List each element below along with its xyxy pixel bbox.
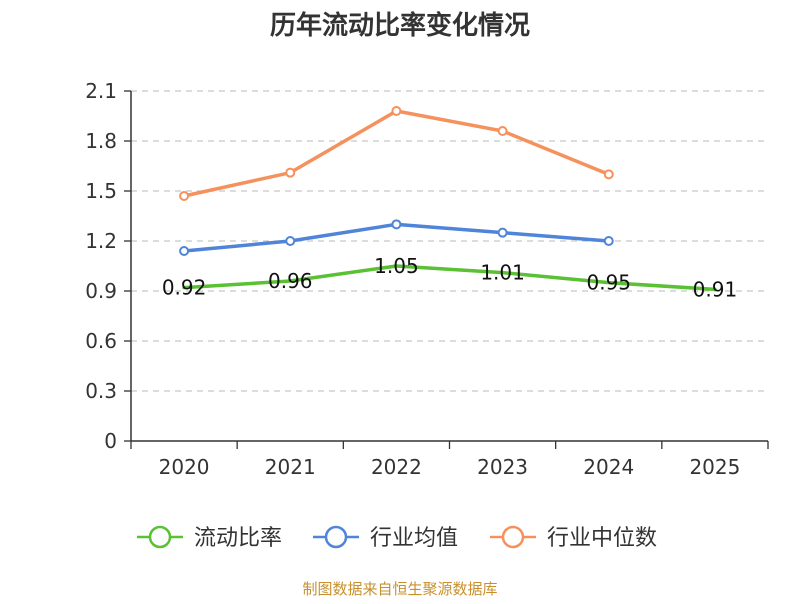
data-source-note: 制图数据来自恒生聚源数据库 [302, 580, 497, 598]
data-label: 1.05 [374, 254, 419, 278]
legend-label: 行业中位数 [547, 526, 657, 551]
chart-title: 历年流动比率变化情况 [270, 10, 530, 41]
y-tick-label: 0 [104, 429, 117, 453]
x-tick-label: 2025 [689, 455, 740, 479]
data-label: 1.01 [480, 261, 525, 285]
data-label: 0.92 [162, 276, 207, 300]
legend-label: 行业均值 [370, 526, 458, 551]
series-1-point [285, 236, 296, 246]
y-tick-label: 1.5 [85, 179, 117, 203]
data-label: 0.91 [693, 277, 738, 301]
series-2-point [497, 126, 508, 136]
x-tick-label: 2020 [159, 455, 210, 479]
x-tick-label: 2022 [371, 455, 422, 479]
series-2-point [179, 191, 190, 201]
y-tick-label: 1.8 [85, 129, 117, 153]
data-label: 0.95 [586, 271, 631, 295]
series-line-0 [182, 264, 717, 292]
y-tick-label: 0.6 [85, 329, 117, 353]
series-1-point [179, 246, 190, 256]
legend-marker-icon [324, 525, 348, 549]
legend-marker-icon [501, 525, 525, 549]
y-tick-label: 0.3 [85, 379, 117, 403]
series-1-point [391, 219, 402, 230]
x-tick-label: 2024 [583, 455, 634, 479]
y-tick-label: 2.1 [85, 79, 117, 103]
series-1-point [497, 227, 508, 238]
series-2-point [391, 106, 402, 116]
x-tick-label: 2023 [477, 455, 528, 479]
series-2-point [603, 169, 614, 180]
data-label: 0.96 [268, 269, 313, 293]
y-tick-label: 1.2 [85, 229, 117, 253]
y-tick-label: 0.9 [85, 279, 117, 303]
series-2-point [285, 167, 296, 178]
series-line-2 [182, 109, 611, 198]
x-tick-label: 2021 [265, 455, 316, 479]
legend-label: 流动比率 [194, 526, 282, 551]
series-1-point [603, 236, 614, 246]
legend-marker-icon [148, 525, 172, 549]
